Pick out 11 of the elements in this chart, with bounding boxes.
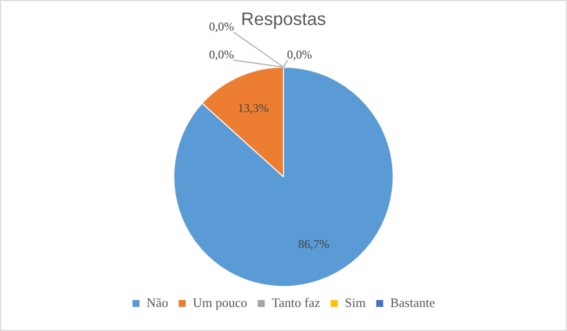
legend-label: Um pouco xyxy=(192,294,248,310)
data-label: 86,7% xyxy=(298,237,330,252)
text: 0,0% xyxy=(287,47,312,62)
text: 0,0% xyxy=(209,47,234,62)
legend-label: Não xyxy=(146,294,168,310)
legend-label: Tanto faz xyxy=(272,294,320,310)
chart-title: Respostas xyxy=(240,8,326,29)
legend-label: Sim xyxy=(344,294,366,310)
text: 0,0% xyxy=(209,19,234,34)
data-label: 13,3% xyxy=(238,100,269,115)
legend-label: Bastante xyxy=(390,294,436,310)
